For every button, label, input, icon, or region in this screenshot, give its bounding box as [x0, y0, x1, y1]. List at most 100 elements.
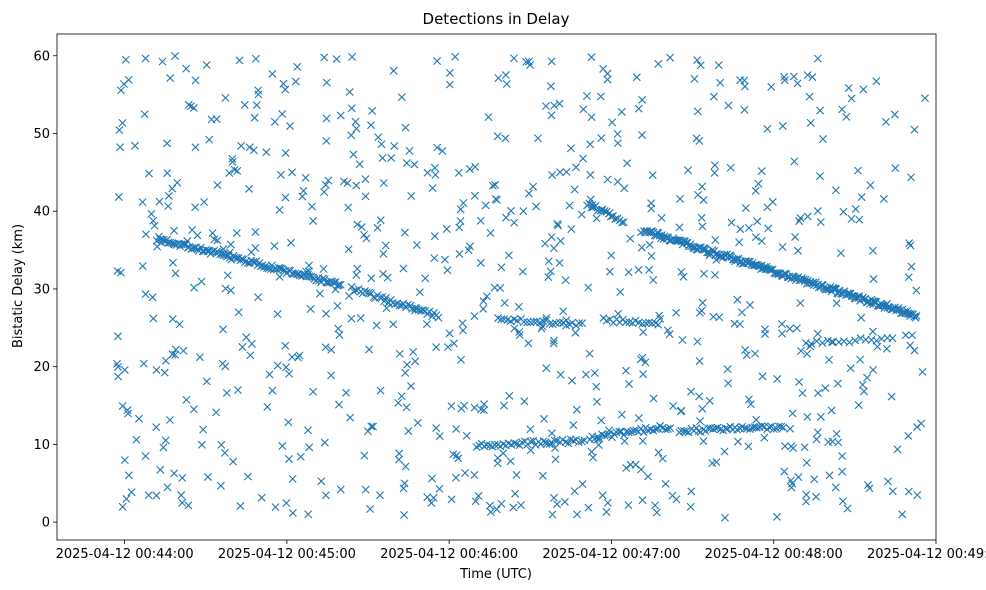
- detection-point: [578, 480, 587, 489]
- detection-point: [711, 270, 719, 279]
- detection-point: [115, 126, 124, 135]
- detection-point: [281, 148, 290, 157]
- detection-point: [199, 425, 208, 434]
- detection-point: [288, 168, 297, 177]
- detection-point: [188, 226, 197, 234]
- detection-point: [346, 413, 355, 422]
- detection-point: [200, 198, 209, 207]
- detection-point: [735, 238, 744, 247]
- detection-point: [556, 168, 565, 177]
- detection-point: [387, 153, 396, 162]
- detection-point: [838, 105, 847, 114]
- detection-point: [807, 339, 816, 348]
- detection-point: [730, 319, 739, 328]
- detection-point: [376, 216, 385, 225]
- detection-point: [639, 428, 648, 437]
- detection-point: [352, 181, 361, 190]
- detection-point: [362, 234, 371, 243]
- detection-point: [597, 134, 606, 143]
- detection-point: [761, 330, 770, 339]
- detection-point: [637, 243, 646, 252]
- detection-point: [459, 326, 467, 335]
- detection-point: [445, 80, 454, 89]
- detection-point: [693, 337, 702, 346]
- detection-point: [831, 483, 840, 492]
- detection-point: [296, 452, 305, 461]
- detection-point: [884, 477, 892, 486]
- detection-point: [519, 207, 528, 216]
- detection-point: [282, 499, 291, 508]
- detection-point: [556, 370, 565, 379]
- detection-point: [431, 170, 440, 179]
- detection-point: [306, 305, 315, 313]
- detection-point: [721, 513, 729, 522]
- detection-point: [709, 92, 718, 101]
- detection-point: [769, 425, 778, 434]
- detection-point: [780, 72, 789, 81]
- detection-point: [898, 510, 907, 519]
- y-tick-label: 40: [33, 205, 50, 220]
- x-tick-label: 2025-04-12 00:49:00: [867, 547, 986, 562]
- detection-point: [281, 85, 290, 94]
- detection-point: [561, 276, 570, 285]
- detection-point: [168, 314, 177, 323]
- detection-point: [887, 392, 896, 401]
- detection-point: [842, 112, 851, 121]
- detection-point: [582, 370, 590, 379]
- detection-point: [555, 258, 564, 267]
- detection-point: [305, 261, 313, 270]
- detection-point: [320, 53, 329, 62]
- detection-point: [497, 263, 506, 272]
- detection-point: [798, 389, 807, 398]
- detection-point: [352, 124, 361, 133]
- detection-point: [721, 424, 730, 433]
- detection-point: [586, 140, 595, 149]
- detection-point: [220, 448, 229, 457]
- y-tick-label: 60: [33, 49, 50, 64]
- detection-point: [675, 223, 684, 232]
- detection-point: [456, 205, 465, 214]
- detection-point: [281, 341, 290, 350]
- detection-point: [233, 385, 242, 394]
- detection-point: [663, 326, 672, 335]
- detection-point: [714, 61, 723, 70]
- detection-point: [777, 422, 786, 431]
- detection-point: [208, 229, 217, 238]
- y-tick-label: 0: [42, 516, 50, 531]
- detection-point: [322, 78, 331, 87]
- detection-point: [723, 365, 732, 374]
- detection-point: [120, 365, 129, 374]
- detection-point: [331, 285, 340, 294]
- detection-point: [465, 164, 474, 173]
- detection-point: [745, 425, 754, 434]
- detection-point: [433, 57, 442, 66]
- detection-point: [600, 431, 609, 440]
- detection-point: [549, 493, 558, 502]
- detection-point: [594, 440, 603, 449]
- detection-point: [649, 426, 658, 435]
- detection-point: [160, 368, 169, 377]
- detection-point: [465, 242, 474, 251]
- detection-point: [127, 488, 136, 497]
- detection-point: [118, 402, 127, 410]
- detection-point: [553, 500, 562, 509]
- detection-point: [382, 304, 391, 313]
- detection-point: [596, 92, 605, 101]
- detection-point: [744, 395, 753, 404]
- x-axis-label: Time (UTC): [459, 567, 532, 582]
- detection-point: [622, 366, 630, 375]
- detection-point: [251, 54, 260, 63]
- detection-point: [219, 325, 228, 334]
- detection-point: [479, 297, 488, 306]
- detection-point: [197, 277, 206, 286]
- detection-point: [178, 498, 187, 507]
- detection-point: [695, 136, 704, 145]
- detection-point: [327, 371, 336, 380]
- detection-point: [518, 438, 527, 447]
- detection-point: [872, 77, 881, 86]
- detection-point: [694, 427, 703, 436]
- detection-point: [132, 435, 141, 444]
- detection-point: [119, 80, 128, 89]
- detection-point: [303, 426, 312, 435]
- detection-point: [230, 165, 239, 174]
